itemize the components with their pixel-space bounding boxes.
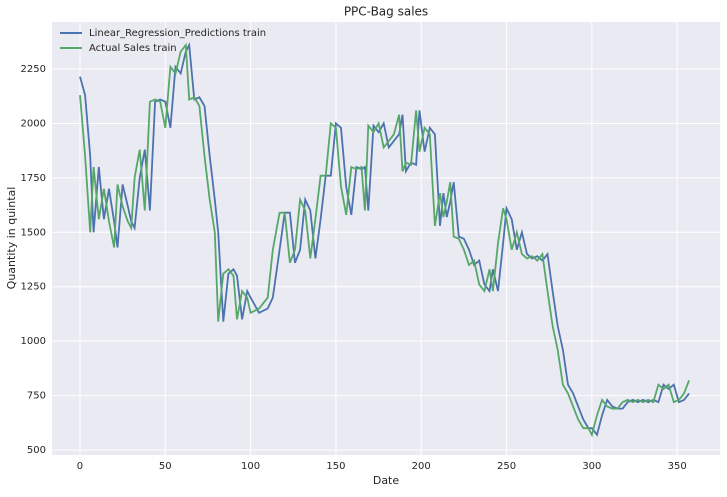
plot-area xyxy=(52,22,720,455)
y-axis-label: Quantity in quintal xyxy=(5,187,18,290)
y-tick-label: 750 xyxy=(27,391,46,402)
legend-label: Linear_Regression_Predictions train xyxy=(89,28,266,39)
y-tick-label: 2250 xyxy=(21,64,46,75)
y-tick-label: 1000 xyxy=(21,336,46,347)
x-tick-label: 300 xyxy=(582,461,601,472)
legend-label: Actual Sales train xyxy=(89,43,177,54)
series-line xyxy=(79,42,690,438)
x-tick-label: 0 xyxy=(77,461,83,472)
x-tick-label: 200 xyxy=(412,461,431,472)
x-tick-label: 50 xyxy=(159,461,172,472)
y-tick-label: 2000 xyxy=(21,118,46,129)
chart-title: PPC-Bag sales xyxy=(344,5,428,19)
y-tick-label: 1250 xyxy=(21,282,46,293)
series-line xyxy=(79,41,690,437)
x-tick-label: 150 xyxy=(326,461,345,472)
y-tick-label: 1500 xyxy=(21,227,46,238)
x-tick-label: 100 xyxy=(241,461,260,472)
x-tick-label: 350 xyxy=(668,461,687,472)
y-tick-label: 1750 xyxy=(21,173,46,184)
y-tick-label: 500 xyxy=(27,445,46,456)
x-tick-label: 250 xyxy=(497,461,516,472)
x-axis-label: Date xyxy=(373,474,400,487)
